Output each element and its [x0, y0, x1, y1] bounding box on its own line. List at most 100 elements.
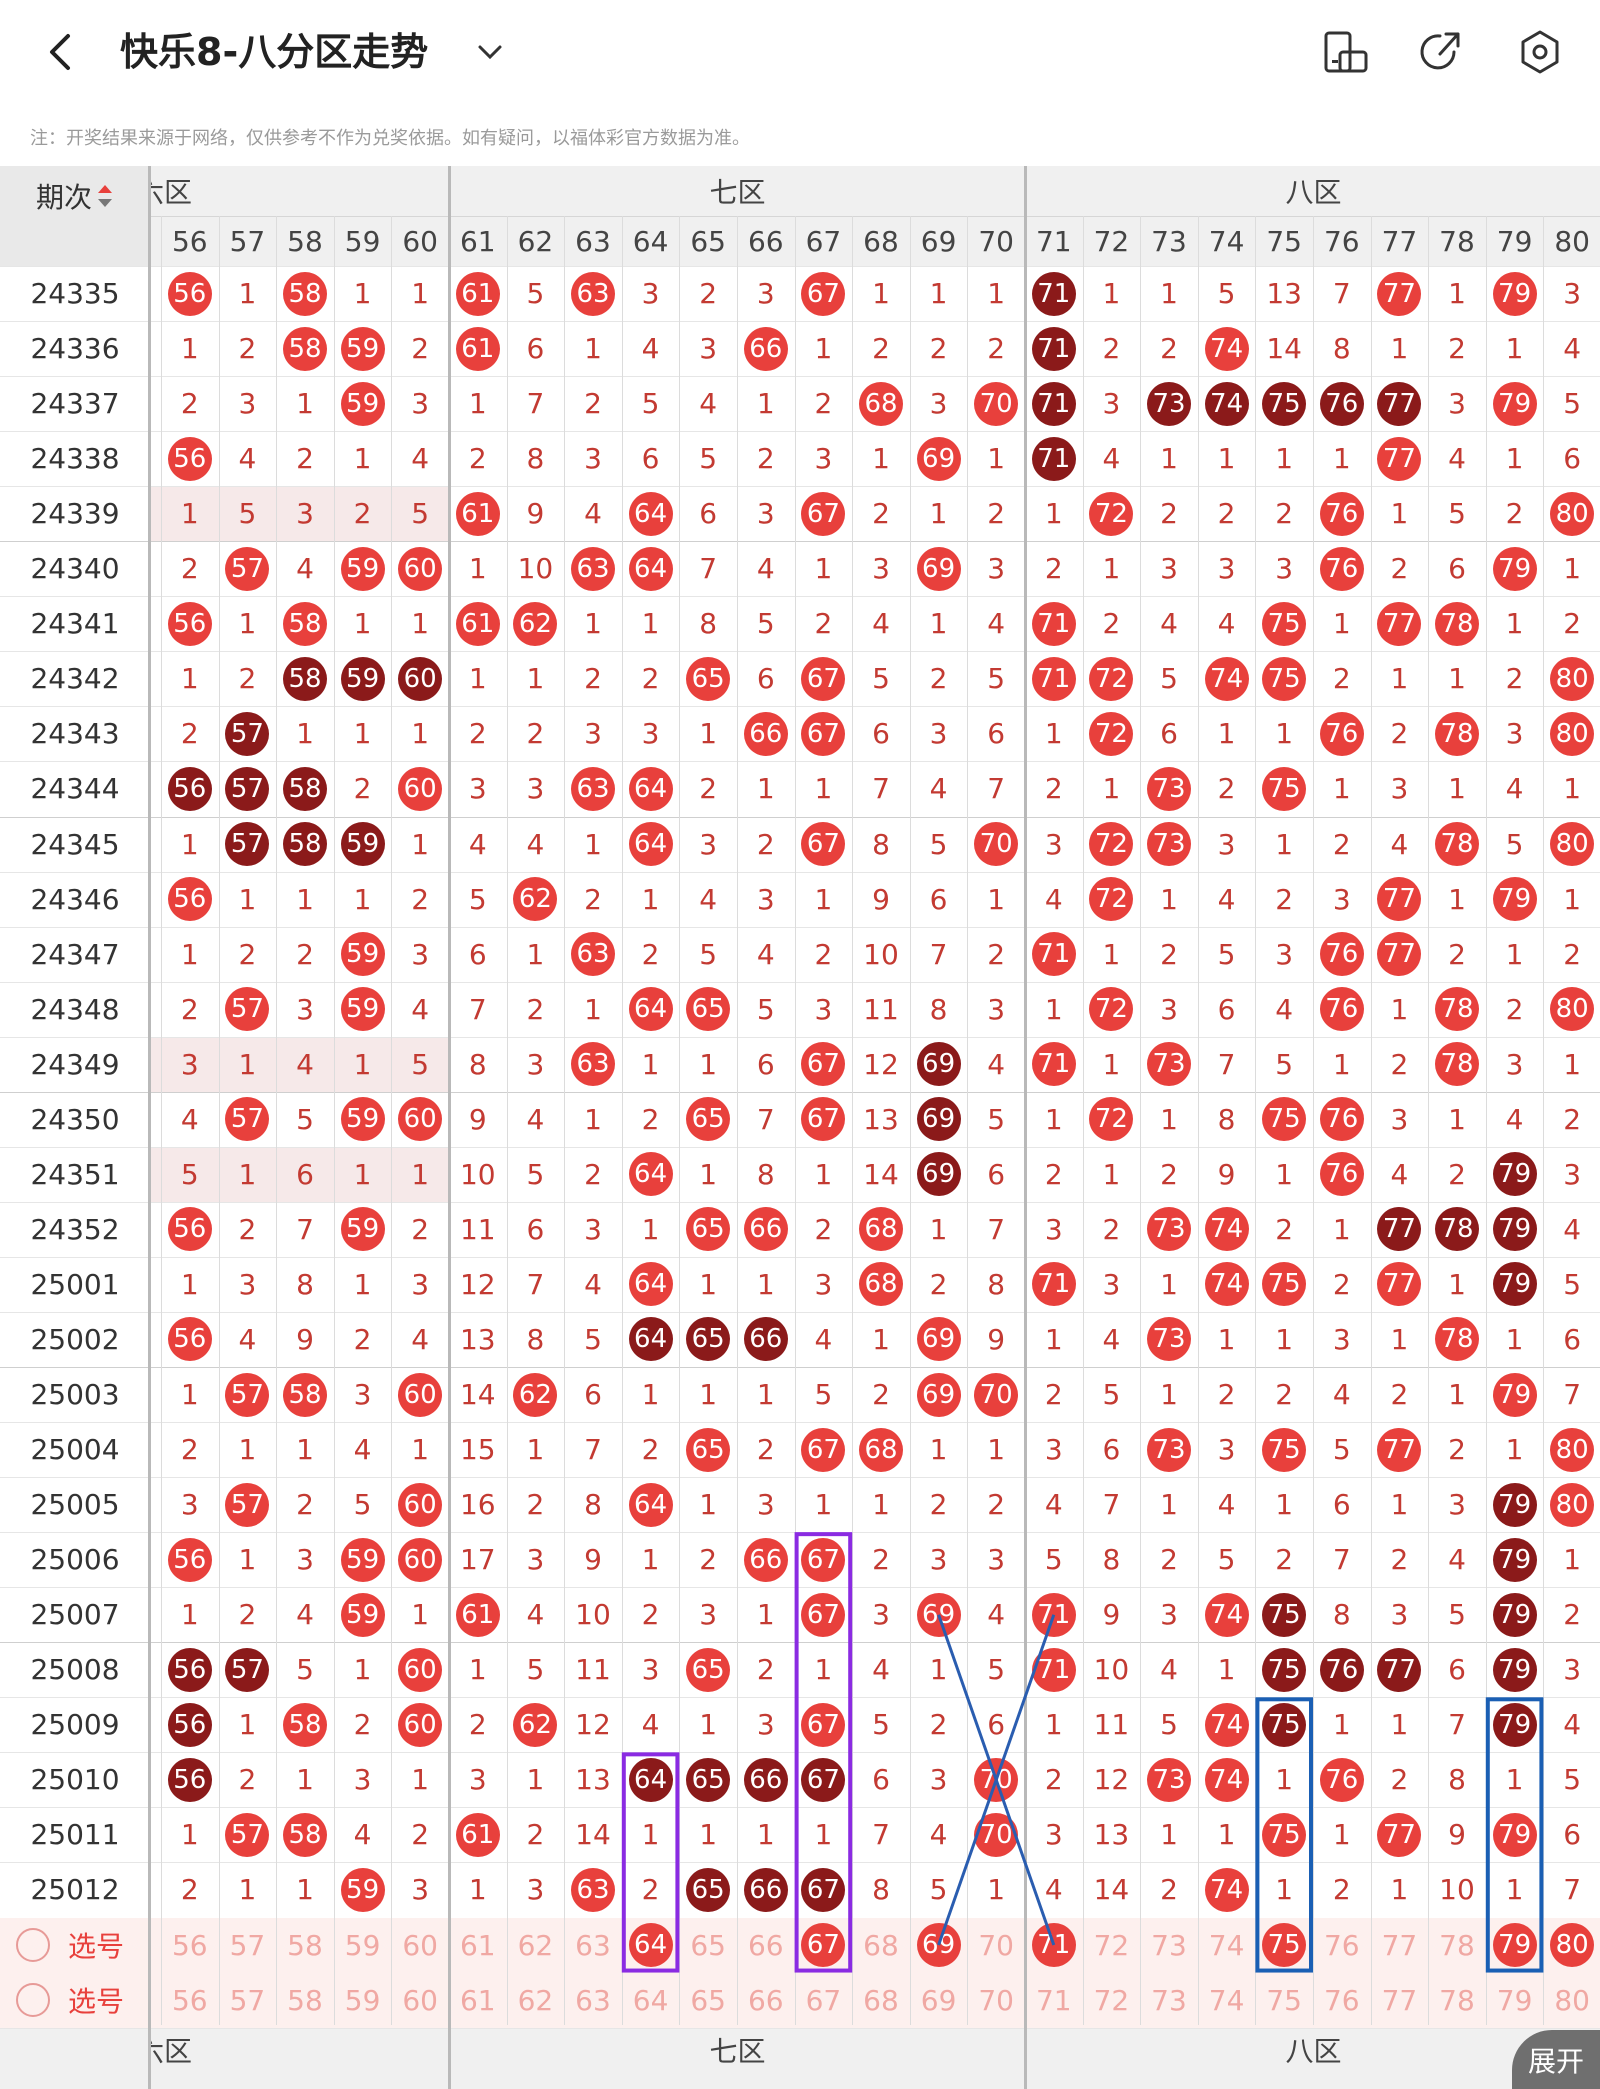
column-number: 63: [575, 224, 611, 258]
miss-count: 5: [872, 1708, 890, 1742]
selectable-number[interactable]: 72: [1093, 1928, 1130, 1962]
drawn-ball: 56: [167, 1207, 212, 1252]
radio-circle-icon[interactable]: [16, 1983, 50, 2018]
miss-count: 6: [872, 1763, 890, 1797]
selectable-number[interactable]: 70: [978, 1928, 1014, 1962]
selectable-number[interactable]: 57: [229, 1983, 266, 2017]
miss-count: 5: [1563, 1267, 1582, 1301]
selectable-number[interactable]: 74: [1208, 1983, 1245, 2017]
period-cell: 24352: [30, 1212, 120, 1246]
selectable-number[interactable]: 66: [747, 1928, 784, 1962]
drawn-ball: 71: [1031, 1592, 1076, 1637]
drawn-ball: 76: [1319, 1097, 1364, 1142]
screen-rotate-icon[interactable]: [1322, 28, 1370, 76]
selectable-number[interactable]: 56: [171, 1928, 208, 1962]
selectable-number[interactable]: 63: [575, 1928, 611, 1962]
selectable-number[interactable]: 62: [517, 1928, 554, 1962]
selectable-number[interactable]: 78: [1439, 1983, 1475, 2017]
selectable-number[interactable]: 60: [402, 1928, 438, 1962]
selectable-number[interactable]: 61: [459, 1928, 496, 1962]
selectable-number[interactable]: 60: [402, 1983, 438, 2017]
drawn-ball: 79: [1492, 1372, 1537, 1417]
drawn-ball: 58: [283, 822, 327, 867]
miss-count: 6: [756, 662, 775, 696]
miss-count: 2: [929, 662, 948, 696]
miss-count: 4: [1217, 1488, 1236, 1522]
picked-number-ball[interactable]: 64: [628, 1923, 673, 1968]
selectable-number[interactable]: 58: [287, 1928, 323, 1962]
selectable-number[interactable]: 57: [229, 1928, 266, 1962]
selectable-number[interactable]: 80: [1554, 1983, 1590, 2017]
miss-count: 1: [1102, 937, 1121, 971]
selectable-number[interactable]: 65: [690, 1983, 726, 2017]
expand-button[interactable]: 展开: [1512, 2030, 1600, 2089]
miss-count: 2: [987, 937, 1006, 971]
miss-count: 1: [180, 497, 199, 531]
drawn-ball: 65: [686, 1317, 731, 1362]
miss-count: 2: [1160, 1157, 1178, 1191]
picked-number-ball[interactable]: 80: [1550, 1923, 1595, 1968]
selectable-number[interactable]: 61: [459, 1983, 496, 2017]
miss-count: 3: [296, 497, 314, 531]
selectable-number[interactable]: 78: [1439, 1928, 1475, 1962]
selectable-number[interactable]: 67: [805, 1983, 842, 2017]
selectable-number[interactable]: 69: [920, 1983, 957, 2017]
selectable-number[interactable]: 62: [517, 1983, 554, 2017]
selectable-number[interactable]: 68: [863, 1983, 899, 2017]
column-number: 64: [632, 224, 669, 258]
miss-count: 3: [526, 1047, 545, 1081]
selectable-number[interactable]: 76: [1323, 1983, 1360, 2017]
picked-number-ball[interactable]: 69: [916, 1923, 961, 1968]
selectable-number[interactable]: 74: [1208, 1928, 1245, 1962]
selectable-number[interactable]: 79: [1496, 1983, 1533, 2017]
drawn-ball: 65: [686, 1207, 731, 1252]
miss-count: 3: [1332, 1322, 1351, 1356]
radio-circle-icon[interactable]: [16, 1928, 50, 1963]
share-icon[interactable]: [1416, 28, 1464, 76]
selectable-number[interactable]: 75: [1266, 1983, 1302, 2017]
picked-number-ball[interactable]: 75: [1262, 1923, 1307, 1968]
drawn-ball: 67: [801, 1702, 846, 1747]
selectable-number[interactable]: 73: [1151, 1983, 1187, 2017]
drawn-ball: 75: [1262, 766, 1307, 811]
picked-number-ball[interactable]: 71: [1031, 1923, 1076, 1968]
drawn-ball: 79: [1492, 381, 1537, 426]
selectable-number[interactable]: 66: [747, 1983, 784, 2017]
selectable-number[interactable]: 59: [344, 1983, 381, 2017]
miss-count: 4: [1102, 1322, 1121, 1356]
selectable-number[interactable]: 68: [863, 1928, 899, 1962]
miss-count: 2: [1390, 1763, 1409, 1797]
selectable-number[interactable]: 73: [1151, 1928, 1187, 1962]
back-arrow-icon[interactable]: [38, 28, 86, 76]
period-header[interactable]: 期次: [0, 176, 150, 216]
miss-count: 1: [584, 992, 602, 1026]
selectable-number[interactable]: 63: [575, 1983, 611, 2017]
drawn-ball: 77: [1377, 601, 1422, 646]
miss-count: 1: [180, 937, 199, 971]
miss-count: 1: [1275, 827, 1294, 861]
selectable-number[interactable]: 71: [1035, 1983, 1072, 2017]
miss-count: 3: [526, 1873, 545, 1907]
miss-count: 2: [987, 1488, 1006, 1522]
selectable-number[interactable]: 58: [287, 1983, 323, 2017]
select-row-toggle[interactable]: 选号: [16, 1918, 124, 1973]
selectable-number[interactable]: 59: [344, 1928, 381, 1962]
miss-count: 4: [1044, 882, 1063, 916]
selectable-number[interactable]: 70: [978, 1983, 1014, 2017]
settings-gear-icon[interactable]: [1516, 28, 1564, 76]
selectable-number[interactable]: 76: [1323, 1928, 1360, 1962]
selectable-number[interactable]: 72: [1093, 1983, 1130, 2017]
miss-count: 1: [180, 827, 199, 861]
miss-count: 5: [296, 1653, 314, 1687]
period-cell: 25002: [30, 1322, 120, 1356]
selectable-number[interactable]: 77: [1381, 1983, 1418, 2017]
chevron-down-icon[interactable]: [470, 30, 510, 74]
miss-count: 3: [987, 1543, 1006, 1577]
selectable-number[interactable]: 64: [632, 1983, 669, 2017]
picked-number-ball[interactable]: 79: [1492, 1923, 1537, 1968]
selectable-number[interactable]: 77: [1381, 1928, 1418, 1962]
select-row-toggle[interactable]: 选号: [16, 1973, 124, 2028]
selectable-number[interactable]: 65: [690, 1928, 726, 1962]
selectable-number[interactable]: 56: [171, 1983, 208, 2017]
miss-count: 1: [238, 607, 257, 641]
